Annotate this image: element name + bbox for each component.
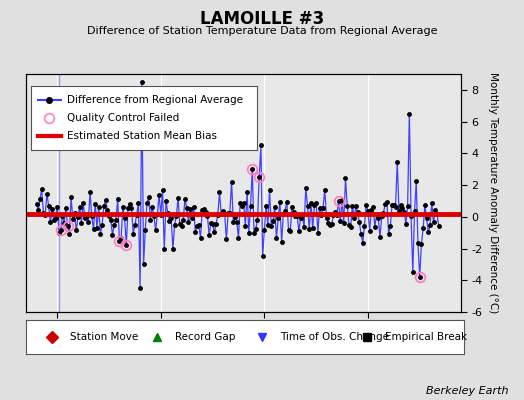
Text: Empirical Break: Empirical Break [385, 332, 467, 342]
Text: Estimated Station Mean Bias: Estimated Station Mean Bias [68, 131, 217, 141]
Text: Time of Obs. Change: Time of Obs. Change [280, 332, 389, 342]
Text: Station Move: Station Move [70, 332, 138, 342]
Y-axis label: Monthly Temperature Anomaly Difference (°C): Monthly Temperature Anomaly Difference (… [488, 72, 498, 314]
Text: Difference from Regional Average: Difference from Regional Average [68, 95, 244, 105]
Text: Quality Control Failed: Quality Control Failed [68, 113, 180, 123]
Text: LAMOILLE #3: LAMOILLE #3 [200, 10, 324, 28]
Text: Difference of Station Temperature Data from Regional Average: Difference of Station Temperature Data f… [87, 26, 437, 36]
Text: Record Gap: Record Gap [175, 332, 235, 342]
Text: Berkeley Earth: Berkeley Earth [426, 386, 508, 396]
